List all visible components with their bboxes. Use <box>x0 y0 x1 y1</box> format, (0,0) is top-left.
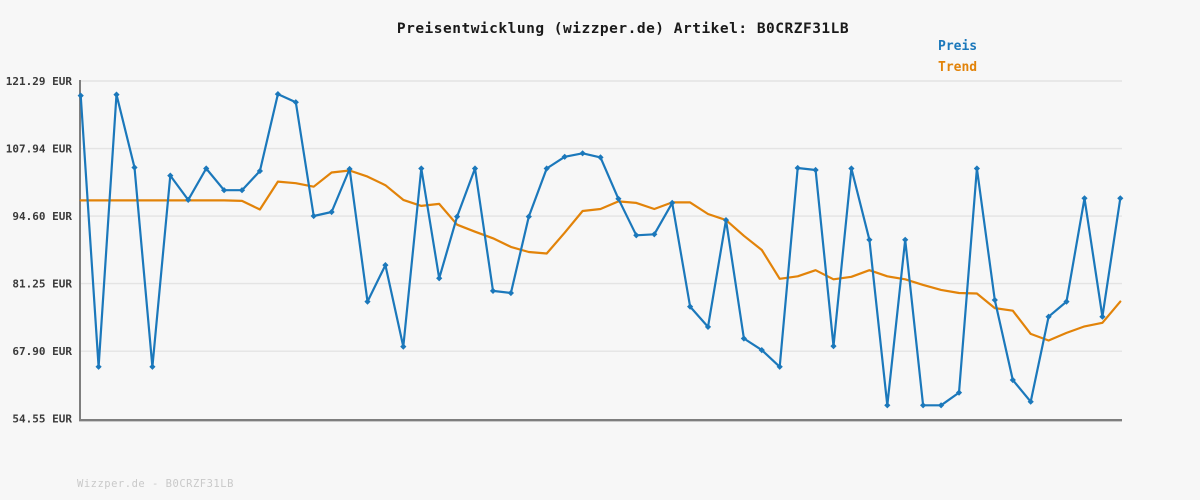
data-point-marker <box>884 402 891 409</box>
data-point-marker <box>615 195 622 202</box>
data-point-marker <box>633 232 640 239</box>
data-point-marker <box>866 236 873 243</box>
legend-item-preis: Preis <box>938 39 978 54</box>
data-point-marker <box>920 402 927 409</box>
data-point-marker <box>1027 398 1034 405</box>
preis-polyline <box>79 92 1122 407</box>
data-point-marker <box>292 99 299 106</box>
data-point-marker <box>830 343 837 350</box>
data-point-marker <box>221 187 228 194</box>
data-point-marker <box>543 165 550 172</box>
data-point-marker <box>328 208 335 216</box>
data-point-marker <box>1063 298 1070 305</box>
data-point-marker <box>400 343 407 350</box>
data-point-marker <box>651 231 658 238</box>
chart-title: Preisentwicklung (wizzper.de) Artikel: B… <box>396 21 850 37</box>
data-point-marker <box>131 164 138 171</box>
data-point-marker <box>687 303 694 310</box>
data-point-marker <box>704 323 712 330</box>
data-point-marker <box>167 172 174 179</box>
data-point-marker <box>991 296 998 304</box>
data-point-marker <box>776 363 783 370</box>
data-point-marker <box>722 217 730 224</box>
data-point-marker <box>812 166 819 174</box>
data-point-marker <box>579 150 586 157</box>
data-point-marker <box>955 389 963 396</box>
data-point-marker <box>185 196 192 203</box>
data-point-marker <box>1117 195 1124 202</box>
data-point-marker <box>454 213 461 220</box>
data-point-marker <box>973 165 980 172</box>
y-axis-tick-label: 94.60 EUR <box>12 210 72 223</box>
data-point-marker <box>95 363 102 370</box>
data-point-marker <box>310 212 317 220</box>
data-point-marker <box>1099 313 1106 320</box>
watermark: Wizzper.de - B0CRZF31LB <box>77 478 234 490</box>
y-axis-labels: 121.29 EUR 107.94 EUR 94.60 EUR 81.25 EUR 67… <box>6 75 73 426</box>
data-point-marker <box>938 402 945 409</box>
data-point-marker <box>382 262 389 269</box>
data-point-marker <box>758 347 765 354</box>
data-point-marker <box>561 153 568 160</box>
trend-polyline <box>79 169 1122 342</box>
data-point-marker <box>489 287 497 294</box>
preis-line <box>77 91 1124 409</box>
data-point-marker <box>238 187 246 194</box>
axes <box>79 80 1122 422</box>
data-point-marker <box>740 335 747 342</box>
data-point-marker <box>436 275 443 282</box>
data-point-marker <box>113 91 120 98</box>
gridlines <box>81 80 1122 352</box>
data-point-marker <box>364 298 371 305</box>
y-axis-tick-label: 67.90 EUR <box>12 345 72 358</box>
y-axis-tick-label: 54.55 EUR <box>12 413 72 426</box>
data-point-marker <box>256 167 263 175</box>
data-point-marker <box>1045 313 1052 320</box>
data-point-marker <box>1081 195 1088 202</box>
trend-line <box>79 169 1122 342</box>
data-point-marker <box>902 236 909 243</box>
data-point-marker <box>418 165 425 172</box>
data-point-marker <box>149 363 156 370</box>
data-point-marker <box>669 199 676 206</box>
data-point-marker <box>597 154 604 161</box>
legend-item-trend: Trend <box>938 60 978 75</box>
data-point-marker <box>1009 376 1016 384</box>
data-point-marker <box>203 165 210 172</box>
data-point-marker <box>525 213 532 220</box>
data-point-marker <box>471 165 479 172</box>
data-point-marker <box>274 91 281 98</box>
data-point-marker <box>794 164 801 172</box>
data-point-marker <box>507 289 514 297</box>
data-point-marker <box>77 92 84 99</box>
y-axis-tick-label: 107.94 EUR <box>6 143 73 156</box>
data-point-marker <box>848 165 855 172</box>
data-point-marker <box>346 165 353 173</box>
y-axis-tick-label: 81.25 EUR <box>12 278 72 291</box>
y-axis-tick-label: 121.29 EUR <box>6 75 73 88</box>
